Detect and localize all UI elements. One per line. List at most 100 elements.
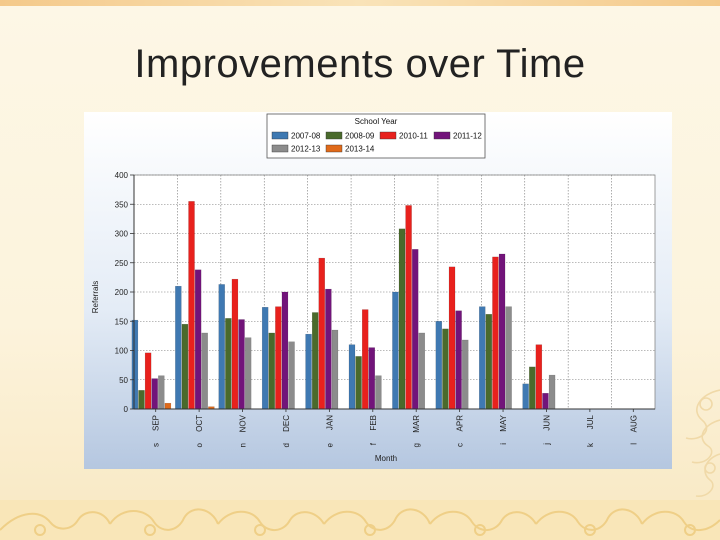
legend-label: 2010-11 — [399, 132, 428, 141]
legend-swatch — [325, 131, 343, 140]
bar-may-2007-08 — [479, 306, 486, 410]
bar-apr-2011-12 — [455, 310, 462, 410]
footer-cloud-pattern — [0, 500, 720, 540]
bar-feb-2011-12 — [368, 347, 375, 410]
bar-may-2012-13 — [505, 306, 512, 410]
bar-sep-2011-12 — [151, 378, 158, 410]
legend-swatch — [325, 144, 343, 153]
bar-jan-2012-13 — [331, 329, 339, 410]
bar-jan-2007-08 — [305, 333, 312, 410]
y-tick-label: 350 — [115, 200, 129, 209]
x-tick-label: MAY — [499, 414, 508, 431]
x-tick-label: FEB — [369, 415, 378, 431]
bar-feb-2008-09 — [355, 356, 362, 410]
legend-label: 2007-08 — [291, 132, 321, 141]
x-tick-prefix: o — [195, 442, 204, 447]
bar-jun-2008-09 — [529, 366, 536, 410]
bar-jun-2011-12 — [542, 393, 549, 410]
bar-dec-2010-11 — [275, 306, 282, 410]
bar-sep-2007-08 — [131, 319, 139, 410]
bar-oct-2011-12 — [194, 269, 202, 410]
x-axis-ticks: SEP s OCT o NOV n DEC d JAN e FEB f MAR g APR c MAY i JUN j… — [152, 409, 638, 447]
bar-sep-2012-13 — [158, 375, 165, 410]
x-tick-prefix: l — [629, 443, 638, 445]
bar-dec-2008-09 — [268, 332, 275, 410]
bar-sep-2008-09 — [138, 390, 145, 410]
y-axis-title: Referrals — [91, 281, 100, 313]
legend-swatch — [271, 144, 289, 153]
x-tick-prefix: g — [412, 443, 421, 447]
x-tick-label: OCT — [195, 415, 204, 432]
y-tick-label: 100 — [115, 347, 129, 356]
x-tick-label: AUG — [629, 415, 638, 432]
bar-mar-2008-09 — [398, 228, 406, 410]
y-tick-label: 400 — [115, 171, 129, 180]
corner-cloud-pattern — [685, 389, 720, 497]
x-tick-prefix: j — [542, 443, 551, 446]
bar-nov-2010-11 — [231, 278, 239, 410]
slide-title: Improvements over Time — [134, 42, 586, 86]
legend: School Year 2007-08 2008-09 2010-11 2011-12… — [266, 113, 486, 159]
bar-jun-2010-11 — [535, 344, 543, 410]
bar-mar-2010-11 — [405, 205, 412, 410]
bar-feb-2010-11 — [361, 309, 369, 410]
x-tick-prefix: e — [325, 442, 334, 447]
x-tick-label: JAN — [325, 415, 334, 430]
x-tick-prefix: d — [282, 443, 291, 447]
y-tick-label: 300 — [115, 230, 129, 239]
x-tick-prefix: f — [369, 442, 378, 445]
bar-nov-2011-12 — [238, 319, 245, 410]
bar-nov-2008-09 — [225, 318, 232, 410]
x-tick-prefix: n — [239, 443, 248, 447]
legend-swatch — [433, 131, 451, 140]
y-tick-label: 150 — [115, 317, 129, 326]
x-tick-label: NOV — [239, 414, 248, 432]
legend-label: 2013-14 — [345, 145, 375, 154]
bar-mar-2007-08 — [392, 291, 399, 410]
x-axis-title: Month — [375, 454, 397, 463]
x-tick-label: SEP — [152, 415, 161, 431]
bar-may-2011-12 — [498, 253, 506, 410]
bar-jan-2008-09 — [311, 312, 319, 410]
bar-apr-2010-11 — [448, 266, 456, 410]
bar-jan-2010-11 — [318, 257, 325, 410]
y-tick-label: 50 — [119, 376, 128, 385]
legend-swatch — [379, 131, 397, 140]
bar-may-2010-11 — [492, 256, 499, 410]
bar-jun-2012-13 — [548, 374, 556, 410]
bar-oct-2008-09 — [181, 323, 189, 410]
bar-oct-2012-13 — [201, 332, 208, 410]
x-tick-prefix: i — [499, 443, 508, 445]
x-tick-prefix: k — [586, 442, 595, 447]
legend-box — [266, 113, 486, 159]
x-tick-prefix: c — [456, 443, 465, 447]
legend-label: 2008-09 — [345, 132, 375, 141]
legend-items: 2007-08 2008-09 2010-11 2011-12 2012-13 2013-… — [271, 131, 482, 154]
bar-sep-2010-11 — [144, 352, 152, 410]
legend-label: 2012-13 — [291, 145, 321, 154]
bar-jan-2011-12 — [325, 288, 332, 410]
bar-mar-2012-13 — [418, 332, 426, 410]
bar-sep-2013-14 — [164, 402, 172, 410]
y-axis-ticks: 0 50 100 150 200 250 300 350 400 — [115, 171, 134, 414]
x-tick-label: MAR — [412, 415, 421, 433]
bar-apr-2007-08 — [435, 321, 443, 410]
x-tick-label: DEC — [282, 415, 291, 432]
bar-may-2008-09 — [485, 314, 493, 410]
y-tick-label: 250 — [115, 259, 129, 268]
x-tick-label: APR — [456, 415, 465, 432]
bar-mar-2011-12 — [412, 249, 419, 410]
bar-nov-2007-08 — [218, 284, 225, 410]
bar-chart: 0 50 100 150 200 250 300 350 400 SEP s OCT o NOV n DEC… — [84, 112, 672, 469]
bar-feb-2012-13 — [375, 375, 382, 410]
bar-feb-2007-08 — [348, 344, 356, 410]
y-tick-label: 0 — [124, 405, 129, 414]
bar-dec-2007-08 — [261, 307, 269, 410]
bar-oct-2007-08 — [175, 285, 182, 410]
legend-title: School Year — [355, 117, 398, 126]
bar-nov-2012-13 — [244, 337, 252, 410]
bar-dec-2011-12 — [281, 291, 289, 410]
bar-oct-2010-11 — [188, 201, 195, 410]
bar-jun-2007-08 — [522, 383, 529, 410]
x-tick-label: JUN — [542, 415, 551, 431]
